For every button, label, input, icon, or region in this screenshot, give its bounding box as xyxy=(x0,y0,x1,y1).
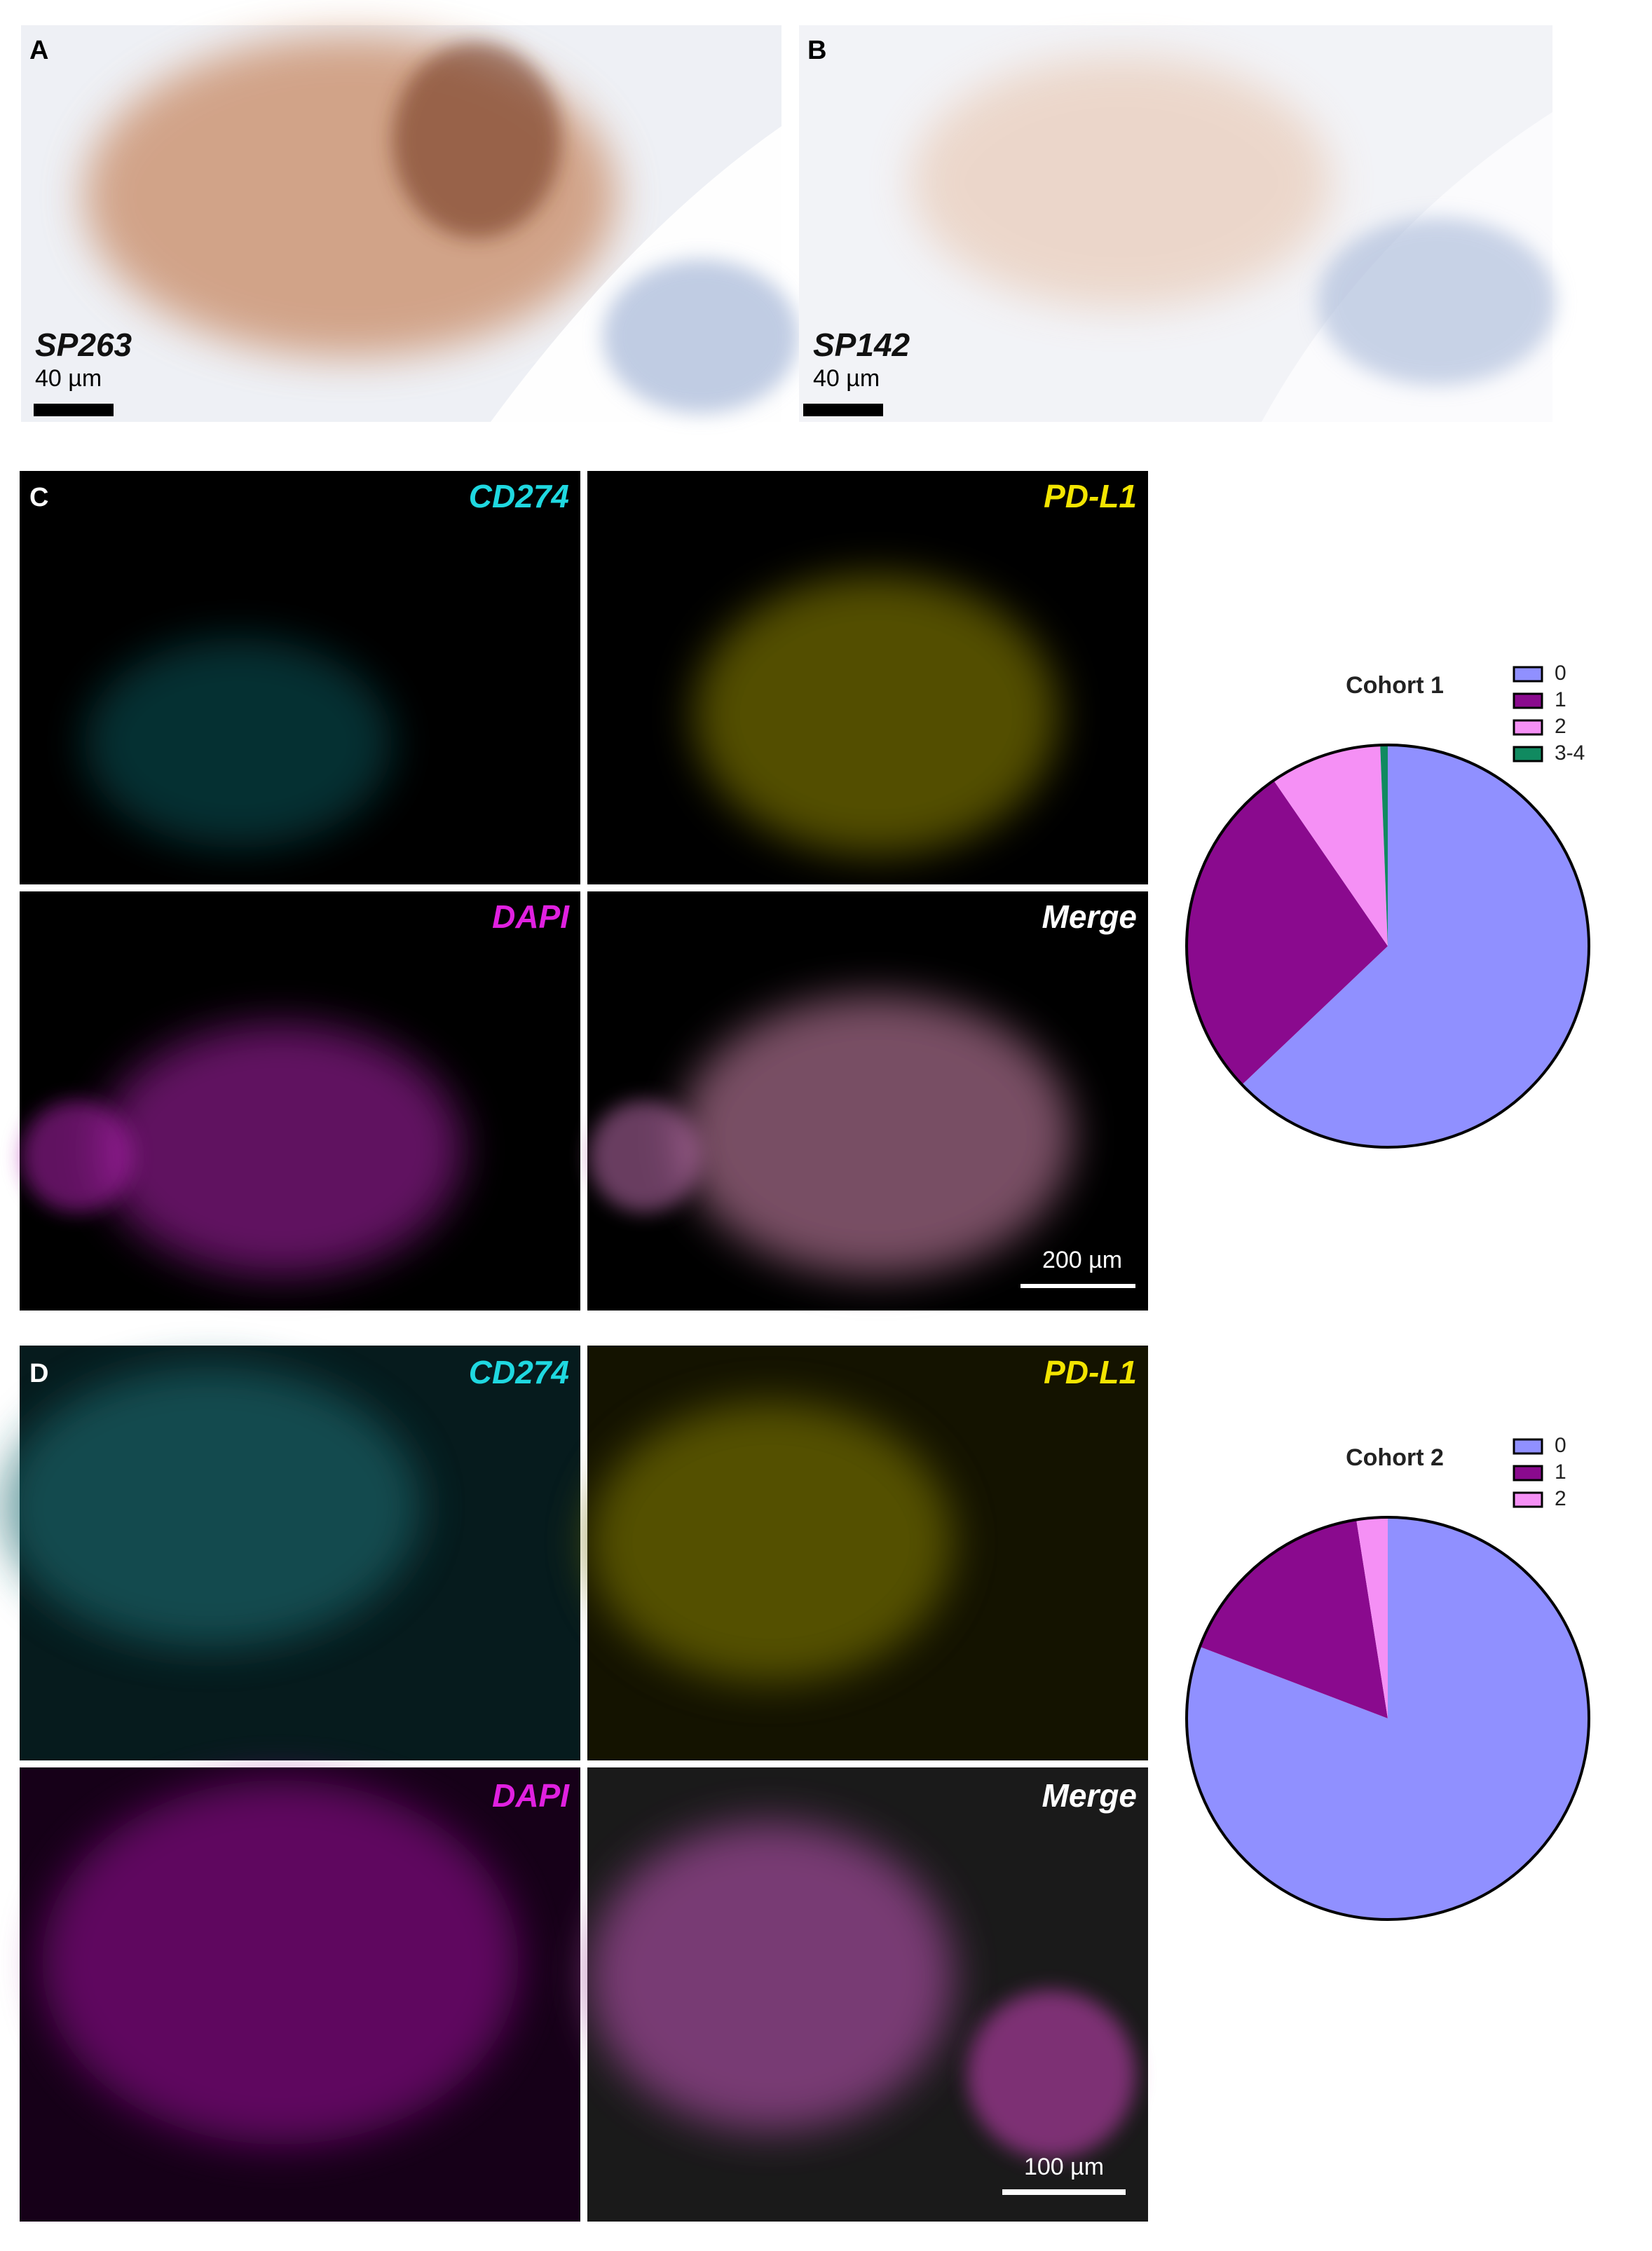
scale-label: 200 µm xyxy=(1042,1247,1122,1273)
pie-slice xyxy=(1356,1517,1388,1718)
panel-label: D xyxy=(29,1359,48,1388)
pie-slice xyxy=(1274,745,1388,946)
legend-label: 1 xyxy=(1555,1460,1566,1484)
legend-label: 0 xyxy=(1555,662,1566,685)
pie-slice xyxy=(1242,745,1589,1147)
panel-a: A SP263 40 µm xyxy=(21,25,799,422)
legend-label: 2 xyxy=(1555,715,1566,738)
legend-swatch xyxy=(1513,1491,1543,1508)
channel-label: DAPI xyxy=(492,1777,570,1814)
pie-outline xyxy=(1185,1516,1590,1921)
legend-label: 0 xyxy=(1555,1434,1566,1457)
scale-label: 100 µm xyxy=(1024,2154,1104,2180)
channel-label: PD-L1 xyxy=(1044,1354,1137,1390)
chart-title: Cohort 1 xyxy=(1346,672,1444,699)
legend-swatch xyxy=(1513,666,1543,683)
panel-d: D CD274 PD-L1 DAPI Merge 100 µm xyxy=(0,1346,1148,2222)
pie-slice xyxy=(1187,780,1388,1085)
scale-bar xyxy=(1002,2189,1126,2195)
legend-label: 2 xyxy=(1555,1487,1566,1510)
panel-label: B xyxy=(807,36,826,65)
pie-slice xyxy=(1199,1519,1388,1718)
panel-c: C CD274 PD-L1 DAPI Merge 200 µm xyxy=(20,471,1148,1311)
channel-label: CD274 xyxy=(469,1354,569,1390)
legend-swatch xyxy=(1513,746,1543,762)
legend-label: 1 xyxy=(1555,688,1566,711)
panel-label: C xyxy=(29,483,48,512)
channel-label: Merge xyxy=(1042,1777,1137,1814)
stain-label: SP263 xyxy=(35,327,132,363)
scale-bar xyxy=(34,404,114,416)
legend-label: 3-4 xyxy=(1555,741,1585,765)
scale-label: 40 µm xyxy=(35,365,102,392)
panel-label: A xyxy=(29,36,48,65)
pie-slice xyxy=(1380,745,1388,946)
scale-bar xyxy=(1020,1284,1135,1288)
scale-label: 40 µm xyxy=(813,365,880,392)
stain-label: SP142 xyxy=(813,327,910,363)
legend-swatch xyxy=(1513,1438,1543,1455)
legend-swatch xyxy=(1513,692,1543,709)
channel-label: DAPI xyxy=(492,898,570,935)
chart-title: Cohort 2 xyxy=(1346,1444,1444,1471)
channel-label: CD274 xyxy=(469,478,569,514)
legend-swatch xyxy=(1513,719,1543,736)
panel-b: B SP142 40 µm xyxy=(799,25,1556,422)
channel-label: PD-L1 xyxy=(1044,478,1137,514)
channel-label: Merge xyxy=(1042,898,1137,935)
pie-outline xyxy=(1185,744,1590,1149)
legend-swatch xyxy=(1513,1465,1543,1482)
scale-bar xyxy=(803,404,883,416)
